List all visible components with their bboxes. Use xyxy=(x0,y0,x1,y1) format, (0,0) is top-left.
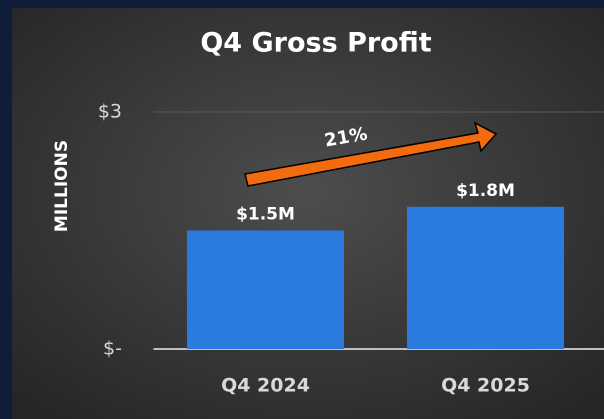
value-label: $1.5M xyxy=(236,205,295,225)
y-tick-label: $- xyxy=(103,338,122,360)
annotation-arrow xyxy=(244,121,498,187)
y-axis-label: MILLIONS xyxy=(52,140,72,232)
x-tick-label: Q4 2025 xyxy=(441,375,530,397)
value-label: $1.8M xyxy=(456,181,515,201)
bar xyxy=(186,230,345,349)
x-tick-label: Q4 2024 xyxy=(221,375,310,397)
chart-title: Q4 Gross Profit xyxy=(200,28,431,59)
y-tick-label: $3 xyxy=(98,101,122,123)
bar xyxy=(406,206,565,349)
